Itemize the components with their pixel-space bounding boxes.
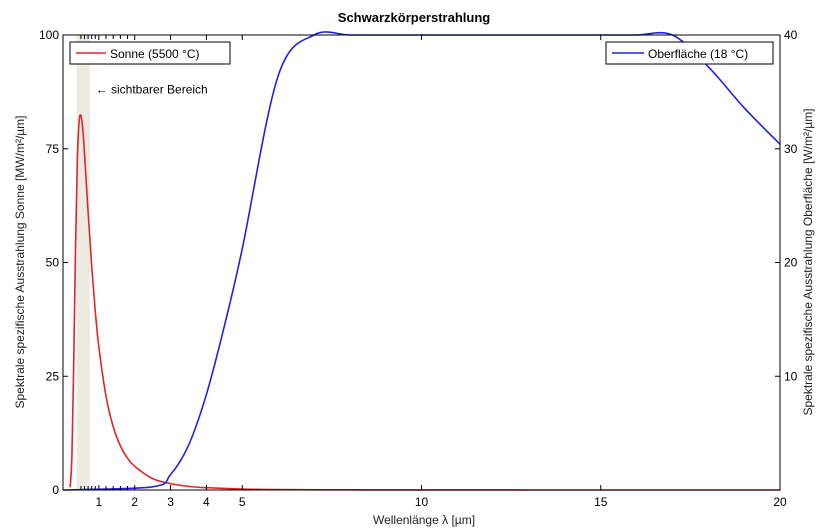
legend-label-sonne: Sonne (5500 °C) — [110, 47, 200, 61]
y-right-tick-label: 40 — [784, 28, 798, 42]
y-right-tick-label: 20 — [784, 256, 798, 270]
x-tick-label: 20 — [773, 495, 787, 509]
left-y-axis-label: Spektrale spezifische Ausstrahlung Sonne… — [13, 115, 27, 408]
x-tick-label: 15 — [594, 495, 608, 509]
y-left-tick-label: 0 — [52, 483, 59, 497]
plot-area — [63, 35, 780, 490]
y-left-tick-label: 50 — [46, 256, 60, 270]
x-tick-label: 10 — [415, 495, 429, 509]
y-left-tick-label: 100 — [39, 28, 59, 42]
visible-range-annotation: ← sichtbarer Bereich — [96, 82, 208, 96]
visible-band-layer — [77, 35, 90, 490]
x-tick-label: 2 — [131, 495, 138, 509]
x-tick-label: 1 — [96, 495, 103, 509]
y-left-tick-label: 25 — [46, 369, 60, 383]
y-right-tick-label: 30 — [784, 142, 798, 156]
annotation-layer: ← sichtbarer Bereich — [96, 82, 208, 96]
x-tick-label: 3 — [167, 495, 174, 509]
right-y-axis-label: Spektrale spezifische Ausstrahlung Oberf… — [801, 108, 815, 415]
chart-title: Schwarzkörperstrahlung — [338, 10, 490, 25]
y-right-tick-label: 10 — [784, 369, 798, 383]
x-tick-label: 5 — [239, 495, 246, 509]
x-axis-label: Wellenlänge λ [µm] — [373, 513, 475, 527]
visible-band — [77, 35, 90, 490]
y-left-tick-label: 75 — [46, 142, 60, 156]
x-tick-label: 4 — [203, 495, 210, 509]
legend-label-oberflaeche: Oberfläche (18 °C) — [648, 47, 748, 61]
plot-background — [63, 35, 780, 490]
